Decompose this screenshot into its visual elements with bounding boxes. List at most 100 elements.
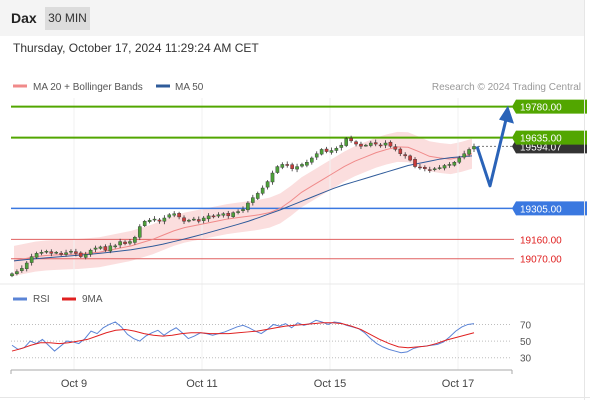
level-labels: 19780.00 19594.07 19305.00 19160.00 19070.00… (512, 99, 587, 266)
candle-body-3 (24, 262, 29, 269)
candle-body-47 (241, 209, 245, 211)
chart-datetime: Thursday, October 17, 2024 11:29:24 AM C… (13, 41, 259, 55)
ma20-legend-label: MA 20 + Bollinger Bands (33, 82, 143, 93)
candle-body-76 (383, 142, 388, 146)
candle-body-43 (221, 213, 226, 216)
candle-body-12 (69, 251, 73, 253)
level-label-3: 19305.00 (520, 204, 562, 215)
candle-body-73 (368, 142, 373, 146)
candle-body-59 (300, 164, 304, 167)
candle-body-30 (157, 219, 162, 222)
candle-body-7 (44, 251, 49, 253)
candle-body-13 (74, 251, 78, 254)
candle-body-27 (142, 221, 147, 226)
candle-body-57 (290, 164, 294, 169)
symbol-label: Dax (11, 10, 37, 26)
candle-body-11 (64, 252, 68, 255)
forecast-arrow-line (475, 119, 508, 188)
candle-body-72 (364, 144, 368, 147)
candle-body-37 (192, 218, 196, 221)
level-lines (11, 105, 514, 260)
candle-body-42 (216, 214, 221, 217)
candle-body-44 (226, 213, 231, 217)
frame-right-border (584, 0, 585, 400)
candle-body-0 (10, 273, 14, 277)
candle-body-25 (133, 237, 137, 243)
header-bar: Dax 30 MIN (0, 0, 584, 36)
candle-body-53 (270, 172, 275, 183)
candles (10, 135, 476, 278)
bollinger-band-area (14, 131, 472, 276)
candle-body-48 (246, 202, 250, 211)
forecast-arrow-head (499, 105, 514, 124)
candle-body-87 (437, 167, 442, 169)
candle-body-55 (280, 164, 285, 168)
candle-body-84 (423, 167, 427, 169)
rsi-ma-line (11, 322, 475, 352)
candle-body-16 (88, 249, 93, 255)
candle-body-61 (310, 157, 314, 163)
candle-body-92 (462, 153, 466, 158)
candle-body-17 (93, 247, 98, 250)
candle-body-80 (403, 154, 407, 157)
rsi-pane: 70 50 30 (11, 319, 532, 365)
candle-body-62 (314, 153, 319, 158)
candle-body-63 (319, 149, 324, 155)
candle-body-4 (29, 256, 34, 263)
x-tick-label-1: Oct 11 (186, 378, 218, 390)
x-tick-label-2: Oct 15 (314, 378, 346, 390)
candle-body-94 (472, 146, 476, 150)
ma50-legend-label: MA 50 (175, 82, 204, 93)
candle-body-90 (452, 162, 457, 166)
candle-body-93 (467, 149, 471, 155)
timeframe-button[interactable]: 30 MIN (45, 7, 90, 30)
candle-body-39 (201, 217, 206, 221)
level-label-4: 19160.00 (520, 235, 562, 246)
level-label-bg-1 (512, 130, 587, 145)
candle-body-79 (398, 148, 403, 154)
candle-body-67 (339, 144, 344, 148)
rsi-tick-label-1: 50 (520, 337, 532, 348)
candle-body-8 (49, 251, 54, 254)
level-label-1: 19635.00 (520, 134, 562, 145)
rsi-tick-label-2: 30 (520, 354, 532, 365)
candle-body-54 (275, 166, 280, 173)
credit-text: Research © 2024 Trading Central (432, 82, 581, 93)
candle-body-2 (20, 268, 24, 271)
rsi-tick-label-0: 70 (520, 320, 532, 331)
candle-body-23 (123, 241, 127, 244)
candle-body-41 (211, 215, 216, 218)
candle-body-81 (408, 155, 412, 161)
candle-body-15 (83, 254, 88, 258)
level-label-bg-0 (512, 99, 587, 114)
candle-body-26 (137, 226, 142, 238)
candle-body-56 (285, 164, 290, 166)
candle-body-88 (442, 165, 447, 169)
candle-body-24 (128, 241, 132, 244)
candle-body-85 (427, 169, 432, 171)
level-label-0: 19780.00 (520, 103, 562, 114)
candle-body-33 (172, 213, 176, 216)
candle-body-45 (231, 212, 235, 217)
candle-body-70 (354, 141, 358, 145)
candle-body-10 (59, 252, 63, 255)
candle-body-35 (182, 217, 186, 222)
candle-body-71 (359, 143, 363, 147)
level-label-2: 19594.07 (520, 142, 562, 153)
candle-body-32 (167, 214, 172, 218)
rsi-line (11, 319, 475, 354)
candle-body-1 (15, 271, 19, 274)
candle-body-34 (177, 213, 181, 218)
x-tick-label-3: Oct 17 (442, 378, 474, 390)
candle-body-28 (147, 219, 152, 222)
candle-body-75 (378, 144, 383, 147)
rsi-legend-label: RSI (33, 294, 50, 305)
forecast-arrow (475, 105, 514, 188)
candle-body-49 (251, 197, 255, 203)
candle-body-22 (118, 241, 122, 246)
candle-body-65 (329, 150, 334, 153)
candle-body-19 (103, 246, 108, 251)
candle-body-5 (34, 253, 39, 258)
